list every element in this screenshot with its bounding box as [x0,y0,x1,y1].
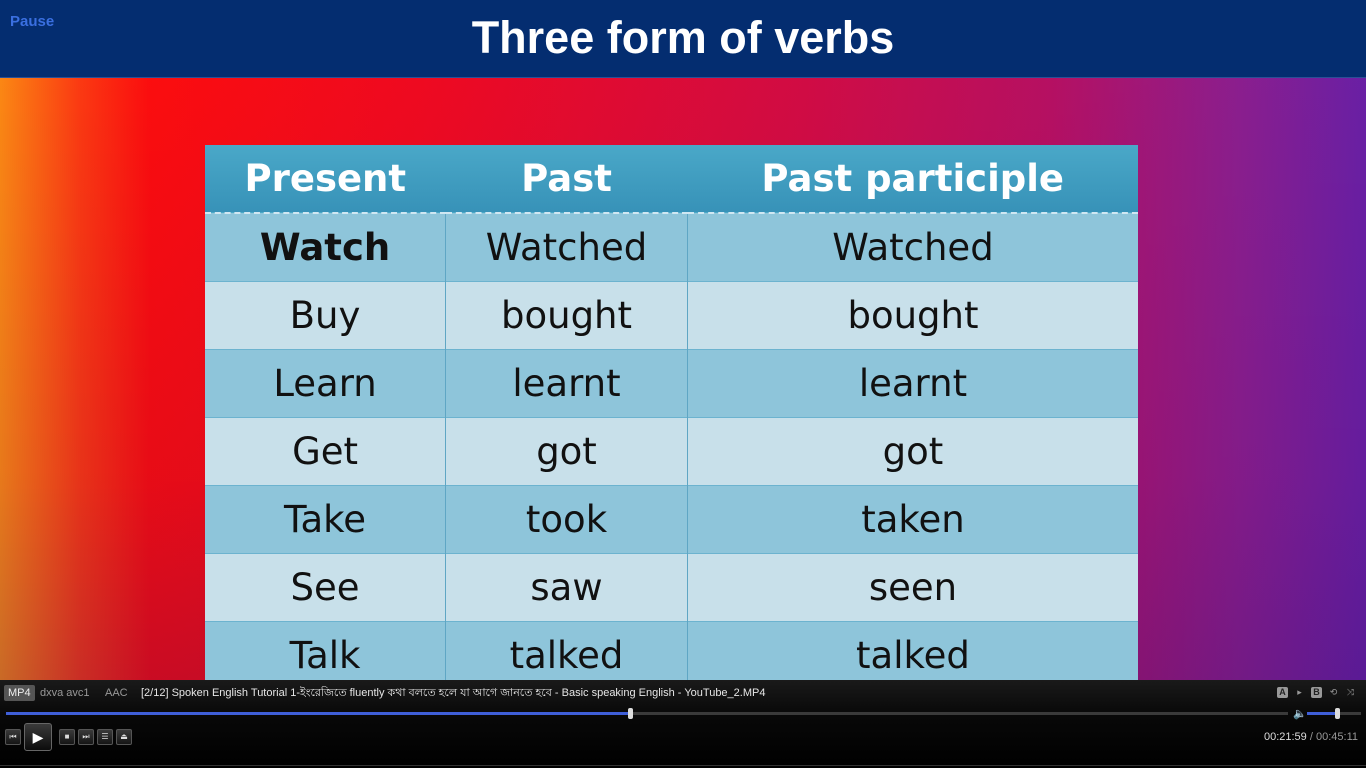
bottom-divider [0,765,1366,766]
speaker-icon[interactable]: 🔈 [1293,708,1307,720]
table-row: Learn learnt learnt [205,349,1138,418]
cell-present: Take [205,485,447,554]
slide-title-bar: Three form of verbs [0,0,1366,78]
seek-progress [6,712,630,715]
cell-present: Watch [205,212,447,282]
ab-repeat-controls: A ▸ B ⟲ ⤨ [1277,687,1356,698]
volume-slider[interactable] [1307,708,1361,719]
header-past-participle: Past participle [687,145,1138,214]
audio-codec-label: AAC [105,687,128,699]
cell-present: Talk [205,621,447,680]
codec-label: dxva avc1 [40,687,90,699]
cell-past-participle: talked [687,621,1138,680]
time-display: 00:21:59 / 00:45:11 [1264,731,1358,743]
pause-button[interactable]: Pause [10,13,55,30]
cell-past-participle: Watched [687,212,1138,282]
shuffle-icon[interactable]: ⤨ [1346,687,1355,697]
stop-icon[interactable]: ■ [59,729,75,745]
cell-past-participle: learnt [687,349,1138,418]
header-present: Present [205,145,446,214]
verb-table: Present Past Past participle Watch Watch… [205,145,1138,680]
info-row: MP4 dxva avc1 AAC [2/12] Spoken English … [0,685,1366,701]
table-row: Watch Watched Watched [205,212,1138,282]
volume-level [1307,712,1337,715]
player-controls: MP4 dxva avc1 AAC [2/12] Spoken English … [0,680,1366,768]
volume-handle[interactable] [1334,708,1340,719]
playlist-icon[interactable]: ☰ [97,729,113,745]
cell-present: See [205,553,447,622]
play-button[interactable]: ▶ [24,723,52,751]
cell-past: saw [445,553,688,622]
cell-past: bought [445,281,688,350]
ab-arrow-icon: ▸ [1297,687,1302,697]
video-frame[interactable]: Three form of verbs Pause Present Past P… [0,0,1366,680]
cell-present: Buy [205,281,447,350]
table-row: Buy bought bought [205,281,1138,350]
cell-past-participle: seen [687,553,1138,622]
next-icon[interactable]: ⏭ [78,729,94,745]
ab-a-button[interactable]: A [1277,687,1288,698]
slide-title: Three form of verbs [471,12,895,63]
table-row: Get got got [205,417,1138,486]
eject-icon[interactable]: ⏏ [116,729,132,745]
cell-past: got [445,417,688,486]
time-separator: / [1309,731,1313,743]
file-title: [2/12] Spoken English Tutorial 1-ইংরেজিত… [141,687,766,699]
cell-past-participle: taken [687,485,1138,554]
current-time: 00:21:59 [1263,731,1307,743]
total-time: 00:45:11 [1315,731,1358,743]
table-row: Talk talked talked [205,621,1138,680]
cell-past: talked [445,621,688,680]
table-header-row: Present Past Past participle [205,145,1138,214]
cell-past-participle: bought [687,281,1138,350]
cell-past: took [445,485,688,554]
cell-present: Get [205,417,447,486]
repeat-icon[interactable]: ⟲ [1329,687,1338,697]
table-row: See saw seen [205,553,1138,622]
previous-icon[interactable]: ⏮ [5,729,21,745]
cell-past: learnt [445,349,688,418]
header-past: Past [445,145,688,214]
table-row: Take took taken [205,485,1138,554]
cell-present: Learn [205,349,447,418]
ab-b-button[interactable]: B [1311,687,1322,698]
seek-handle[interactable] [627,708,633,719]
format-badge: MP4 [4,685,35,701]
seek-bar[interactable] [6,708,1288,719]
cell-past: Watched [445,212,688,282]
cell-past-participle: got [687,417,1138,486]
